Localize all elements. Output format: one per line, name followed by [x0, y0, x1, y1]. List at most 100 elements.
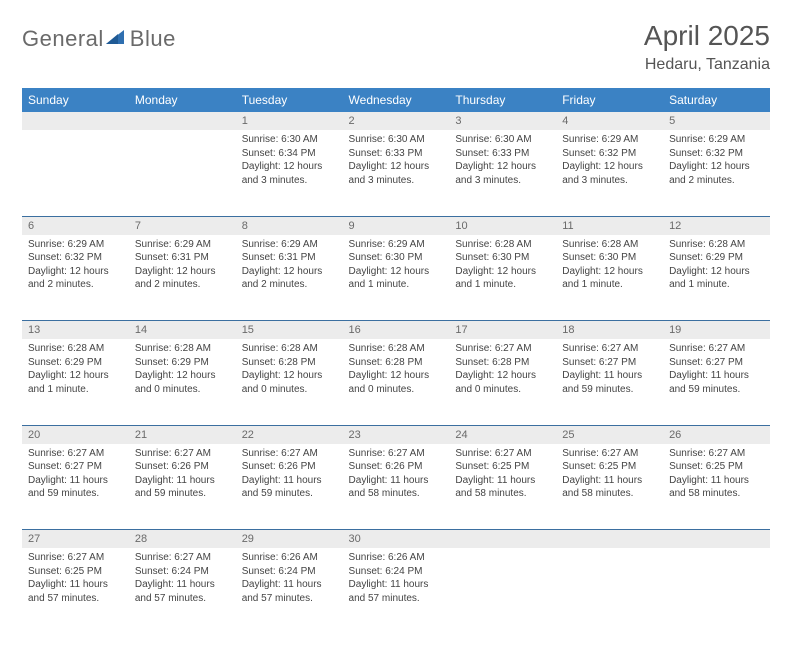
sunrise-text: Sunrise: 6:27 AM [349, 447, 444, 461]
day-number-cell: 12 [663, 216, 770, 235]
daylight-text: Daylight: 12 hours and 1 minute. [455, 265, 550, 292]
day-number-cell [449, 530, 556, 549]
day-details: Sunrise: 6:26 AMSunset: 6:24 PMDaylight:… [343, 548, 450, 611]
day-number-cell: 24 [449, 425, 556, 444]
day-number-cell: 22 [236, 425, 343, 444]
sunset-text: Sunset: 6:27 PM [562, 356, 657, 370]
day-details: Sunrise: 6:27 AMSunset: 6:25 PMDaylight:… [22, 548, 129, 611]
day-details: Sunrise: 6:30 AMSunset: 6:34 PMDaylight:… [236, 130, 343, 193]
day-details: Sunrise: 6:30 AMSunset: 6:33 PMDaylight:… [343, 130, 450, 193]
sunset-text: Sunset: 6:32 PM [28, 251, 123, 265]
day-content-cell: Sunrise: 6:29 AMSunset: 6:30 PMDaylight:… [343, 235, 450, 321]
daylight-text: Daylight: 11 hours and 57 minutes. [349, 578, 444, 605]
sunrise-text: Sunrise: 6:29 AM [669, 133, 764, 147]
day-content-cell: Sunrise: 6:27 AMSunset: 6:25 PMDaylight:… [663, 444, 770, 530]
daylight-text: Daylight: 11 hours and 59 minutes. [135, 474, 230, 501]
day-content-cell [129, 130, 236, 216]
day-number-cell: 30 [343, 530, 450, 549]
day-content-cell: Sunrise: 6:27 AMSunset: 6:26 PMDaylight:… [236, 444, 343, 530]
sunset-text: Sunset: 6:32 PM [562, 147, 657, 161]
sunset-text: Sunset: 6:24 PM [349, 565, 444, 579]
day-details: Sunrise: 6:27 AMSunset: 6:24 PMDaylight:… [129, 548, 236, 611]
day-number-cell [556, 530, 663, 549]
calendar-header-row: SundayMondayTuesdayWednesdayThursdayFrid… [22, 88, 770, 112]
day-details: Sunrise: 6:27 AMSunset: 6:25 PMDaylight:… [556, 444, 663, 507]
sunrise-text: Sunrise: 6:27 AM [28, 447, 123, 461]
day-number-row: 13141516171819 [22, 321, 770, 340]
daylight-text: Daylight: 11 hours and 58 minutes. [669, 474, 764, 501]
day-number-cell: 8 [236, 216, 343, 235]
daylight-text: Daylight: 11 hours and 59 minutes. [562, 369, 657, 396]
day-details: Sunrise: 6:29 AMSunset: 6:32 PMDaylight:… [663, 130, 770, 193]
sunset-text: Sunset: 6:32 PM [669, 147, 764, 161]
sunset-text: Sunset: 6:33 PM [455, 147, 550, 161]
sunrise-text: Sunrise: 6:30 AM [349, 133, 444, 147]
weekday-header: Monday [129, 88, 236, 112]
sunset-text: Sunset: 6:29 PM [135, 356, 230, 370]
daylight-text: Daylight: 12 hours and 0 minutes. [455, 369, 550, 396]
daylight-text: Daylight: 12 hours and 3 minutes. [349, 160, 444, 187]
day-content-row: Sunrise: 6:27 AMSunset: 6:27 PMDaylight:… [22, 444, 770, 530]
day-content-cell: Sunrise: 6:28 AMSunset: 6:29 PMDaylight:… [129, 339, 236, 425]
day-number-cell: 29 [236, 530, 343, 549]
daylight-text: Daylight: 12 hours and 2 minutes. [135, 265, 230, 292]
daylight-text: Daylight: 11 hours and 59 minutes. [242, 474, 337, 501]
sunset-text: Sunset: 6:30 PM [562, 251, 657, 265]
day-content-cell: Sunrise: 6:27 AMSunset: 6:25 PMDaylight:… [449, 444, 556, 530]
sunrise-text: Sunrise: 6:27 AM [28, 551, 123, 565]
day-content-cell: Sunrise: 6:27 AMSunset: 6:27 PMDaylight:… [663, 339, 770, 425]
day-number-cell: 13 [22, 321, 129, 340]
brand-name-part1: General [22, 26, 104, 52]
daylight-text: Daylight: 12 hours and 0 minutes. [242, 369, 337, 396]
sunrise-text: Sunrise: 6:29 AM [242, 238, 337, 252]
calendar-table: SundayMondayTuesdayWednesdayThursdayFrid… [22, 88, 770, 634]
day-content-cell: Sunrise: 6:27 AMSunset: 6:27 PMDaylight:… [556, 339, 663, 425]
title-block: April 2025 Hedaru, Tanzania [644, 20, 770, 74]
day-number-cell: 27 [22, 530, 129, 549]
daylight-text: Daylight: 12 hours and 3 minutes. [455, 160, 550, 187]
daylight-text: Daylight: 12 hours and 1 minute. [669, 265, 764, 292]
day-content-cell: Sunrise: 6:29 AMSunset: 6:31 PMDaylight:… [236, 235, 343, 321]
day-content-cell [449, 548, 556, 634]
day-details: Sunrise: 6:29 AMSunset: 6:31 PMDaylight:… [236, 235, 343, 298]
sunrise-text: Sunrise: 6:27 AM [669, 342, 764, 356]
day-number-cell: 14 [129, 321, 236, 340]
day-number-row: 27282930 [22, 530, 770, 549]
daylight-text: Daylight: 11 hours and 58 minutes. [349, 474, 444, 501]
sunrise-text: Sunrise: 6:28 AM [242, 342, 337, 356]
weekday-header: Thursday [449, 88, 556, 112]
day-details: Sunrise: 6:27 AMSunset: 6:27 PMDaylight:… [663, 339, 770, 402]
weekday-header: Wednesday [343, 88, 450, 112]
day-number-cell: 11 [556, 216, 663, 235]
day-number-cell: 5 [663, 112, 770, 130]
sunrise-text: Sunrise: 6:28 AM [28, 342, 123, 356]
daylight-text: Daylight: 12 hours and 3 minutes. [242, 160, 337, 187]
day-number-cell [663, 530, 770, 549]
day-content-cell: Sunrise: 6:28 AMSunset: 6:28 PMDaylight:… [343, 339, 450, 425]
sunset-text: Sunset: 6:26 PM [349, 460, 444, 474]
day-content-cell [22, 130, 129, 216]
day-details: Sunrise: 6:27 AMSunset: 6:27 PMDaylight:… [22, 444, 129, 507]
day-content-cell: Sunrise: 6:27 AMSunset: 6:27 PMDaylight:… [22, 444, 129, 530]
day-details: Sunrise: 6:27 AMSunset: 6:25 PMDaylight:… [663, 444, 770, 507]
day-number-cell: 17 [449, 321, 556, 340]
day-content-cell: Sunrise: 6:29 AMSunset: 6:31 PMDaylight:… [129, 235, 236, 321]
day-details: Sunrise: 6:29 AMSunset: 6:31 PMDaylight:… [129, 235, 236, 298]
day-details: Sunrise: 6:27 AMSunset: 6:26 PMDaylight:… [343, 444, 450, 507]
daylight-text: Daylight: 11 hours and 59 minutes. [669, 369, 764, 396]
day-number-cell: 18 [556, 321, 663, 340]
sunset-text: Sunset: 6:25 PM [455, 460, 550, 474]
day-number-cell: 3 [449, 112, 556, 130]
day-number-cell: 1 [236, 112, 343, 130]
sunset-text: Sunset: 6:28 PM [242, 356, 337, 370]
day-content-cell: Sunrise: 6:27 AMSunset: 6:25 PMDaylight:… [556, 444, 663, 530]
month-title: April 2025 [644, 20, 770, 52]
daylight-text: Daylight: 11 hours and 58 minutes. [455, 474, 550, 501]
day-details: Sunrise: 6:27 AMSunset: 6:26 PMDaylight:… [236, 444, 343, 507]
day-details: Sunrise: 6:27 AMSunset: 6:26 PMDaylight:… [129, 444, 236, 507]
daylight-text: Daylight: 12 hours and 1 minute. [349, 265, 444, 292]
sunset-text: Sunset: 6:31 PM [135, 251, 230, 265]
daylight-text: Daylight: 11 hours and 58 minutes. [562, 474, 657, 501]
day-number-row: 12345 [22, 112, 770, 130]
day-details: Sunrise: 6:27 AMSunset: 6:28 PMDaylight:… [449, 339, 556, 402]
